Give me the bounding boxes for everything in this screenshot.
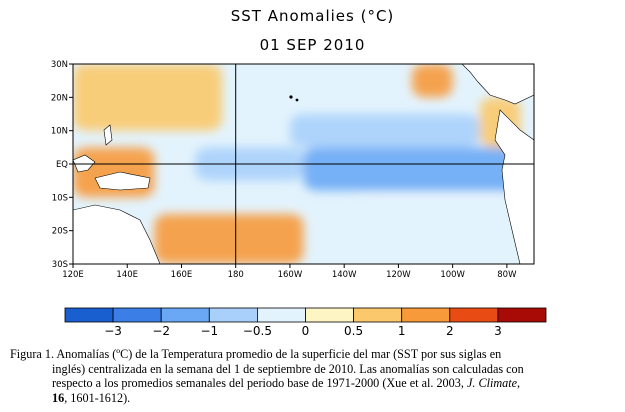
- x-axis: 120E 140E 160E 180 160W 140W 120W 100W 80W: [62, 264, 517, 280]
- x-tick-label: 180: [228, 270, 244, 280]
- colorbar-tick-label: 0.5: [344, 324, 363, 338]
- anomaly-region-3: [357, 197, 521, 264]
- anomaly-region-7: [411, 64, 453, 98]
- y-tick-label: 10N: [51, 127, 68, 137]
- y-axis: 30N 20N 10N EQ 10S 20S 30S: [51, 60, 73, 270]
- caption-journal: J. Climate: [466, 376, 518, 390]
- y-tick-label: 30S: [52, 260, 68, 270]
- caption-line-1: Figura 1. Anomalías (ºC) de la Temperatu…: [10, 347, 502, 361]
- caption-line-3a: respecto a los promedios semanales del p…: [52, 376, 467, 390]
- y-tick-label: 20N: [51, 93, 68, 103]
- anomaly-region-4: [73, 64, 223, 131]
- anomaly-region-0: [303, 147, 534, 191]
- caption-volume: 16: [52, 390, 65, 405]
- colorbar-swatch: [401, 307, 451, 323]
- colorbar: −3 −2 −1 −0.5 0 0.5 1 2 3: [64, 307, 547, 338]
- x-tick-label: 160W: [278, 270, 303, 280]
- colorbar-swatch: [64, 307, 114, 323]
- x-tick-label: 120E: [62, 270, 84, 280]
- map-plot-area: [73, 64, 534, 264]
- colorbar-swatch: [160, 307, 210, 323]
- anomaly-region-6: [154, 214, 304, 264]
- colorbar-tick-label: 3: [494, 324, 502, 338]
- colorbar-swatch: [353, 307, 403, 323]
- x-tick-label: 140E: [116, 270, 138, 280]
- y-tick-label: 10S: [52, 193, 68, 203]
- colorbar-tick-label: 0: [302, 324, 310, 338]
- anomaly-region-2: [289, 114, 480, 148]
- sst-anomaly-map: 120E 140E 160E 180 160W 140W 120W 100W 80W 30N20…: [51, 60, 547, 338]
- colorbar-tick-label: 1: [398, 324, 406, 338]
- colorbar-swatch: [449, 307, 499, 323]
- colorbar-swatch: [497, 307, 547, 323]
- x-tick-label: 120W: [386, 270, 411, 280]
- figure-caption: Figura 1. Anomalías (ºC) de la Temperatu…: [10, 347, 620, 405]
- colorbar-swatch: [208, 307, 258, 323]
- y-tick-label: 20S: [52, 227, 68, 237]
- y-tick-label: EQ: [56, 160, 68, 170]
- x-tick-label: 100W: [440, 270, 465, 280]
- colorbar-tick-label: 2: [446, 324, 454, 338]
- colorbar-swatch: [256, 307, 306, 323]
- caption-line-2: inglés) centralizada en la semana del 1 …: [52, 361, 524, 376]
- anomaly-field: [73, 64, 534, 264]
- x-tick-label: 80W: [497, 270, 517, 280]
- chart-subtitle: 01 SEP 2010: [259, 36, 366, 54]
- colorbar-tick-label: −3: [104, 324, 122, 338]
- chart-title: SST Anomalies (°C): [230, 7, 395, 25]
- colorbar-tick-label: −1: [200, 324, 218, 338]
- x-tick-label: 160E: [171, 270, 193, 280]
- y-tick-label: 30N: [51, 60, 68, 70]
- colorbar-swatch: [305, 307, 354, 323]
- colorbar-swatch: [112, 307, 162, 323]
- caption-line-3b: ,: [517, 376, 521, 390]
- caption-pages: , 1601-1612).: [64, 390, 131, 405]
- land-masses: [73, 64, 534, 264]
- colorbar-tick-label: −0.5: [243, 324, 272, 338]
- colorbar-tick-label: −2: [152, 324, 170, 338]
- x-tick-label: 140W: [332, 270, 357, 280]
